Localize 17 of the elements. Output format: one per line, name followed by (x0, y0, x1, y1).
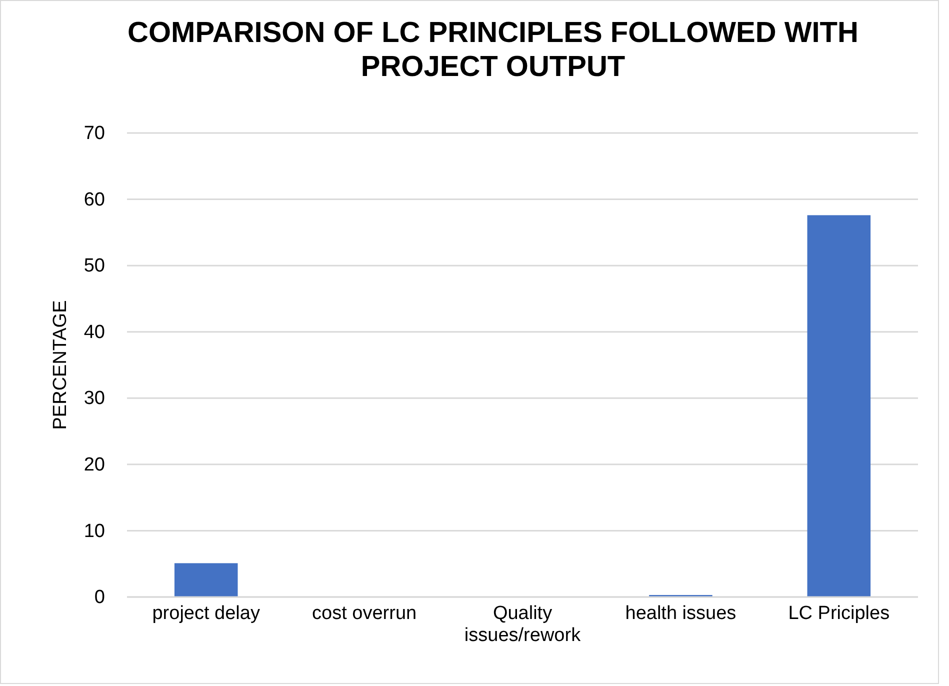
x-tick-label: project delay (152, 603, 260, 624)
x-tick-label: Quality issues/rework (464, 603, 582, 646)
x-tick-label: LC Priciples (788, 603, 890, 624)
y-tick-label: 10 (84, 520, 105, 542)
bar (174, 563, 238, 597)
bar (807, 215, 871, 597)
y-tick-label: 50 (84, 256, 105, 277)
y-tick-label: 40 (84, 322, 105, 343)
y-tick-label: 20 (84, 454, 105, 476)
x-tick-label: cost overrun (312, 603, 417, 624)
x-tick-label: health issues (625, 603, 736, 624)
y-axis-title: PERCENTAGE (50, 300, 71, 430)
y-tick-label: 0 (94, 587, 105, 608)
y-tick-label: 30 (84, 388, 105, 410)
y-tick-label: 70 (84, 123, 105, 144)
chart-title: COMPARISON OF LC PRINCIPLES FOLLOWED WITH PROJECT OUTPUT (128, 17, 858, 83)
y-tick-label: 60 (84, 189, 105, 210)
